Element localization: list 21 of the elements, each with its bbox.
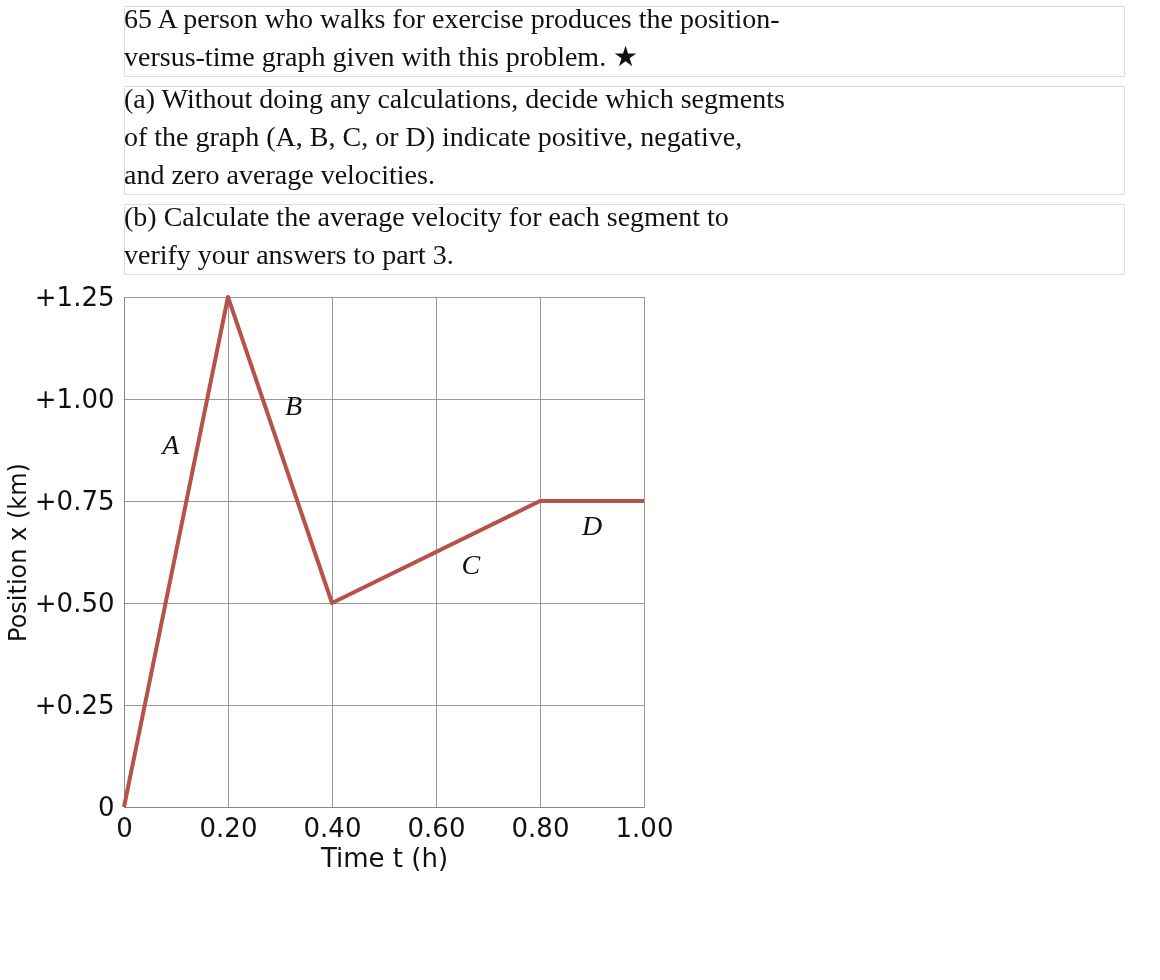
y-tick-label: +1.00 xyxy=(34,383,115,414)
x-tick-label: 0.20 xyxy=(199,812,258,843)
x-axis-title: Time t (h) xyxy=(319,842,449,873)
y-axis-title: Position x (km) xyxy=(3,463,32,642)
line-series xyxy=(122,295,646,809)
annotation: B xyxy=(285,390,303,422)
y-tick-label: 0 xyxy=(97,791,115,822)
x-tick-label: 1.00 xyxy=(615,812,674,843)
y-tick-label: +0.75 xyxy=(34,485,115,516)
text: 65 A person who walks for exercise produces the position-versus-time graph given with this problem. ★ xyxy=(124,3,780,72)
x-tick-label: 0.80 xyxy=(511,812,570,843)
annotation: C xyxy=(461,548,481,580)
y-tick-label: +0.25 xyxy=(34,689,115,720)
y-tick-label: +1.25 xyxy=(34,281,115,312)
annotation: D xyxy=(580,510,603,541)
text: (a) Without doing any calculations, decide which segments of the graph (A, B, C, or D) indicate positive, negative, and zero average velocities. xyxy=(124,83,785,190)
x-tick-label: 0.60 xyxy=(407,812,466,843)
annotation: A xyxy=(160,429,181,460)
text: (b) Calculate the average velocity for each segment to verify your answers to part 3. xyxy=(124,201,729,270)
x-tick-label: 0.40 xyxy=(303,812,362,843)
y-tick-label: +0.50 xyxy=(34,587,115,618)
